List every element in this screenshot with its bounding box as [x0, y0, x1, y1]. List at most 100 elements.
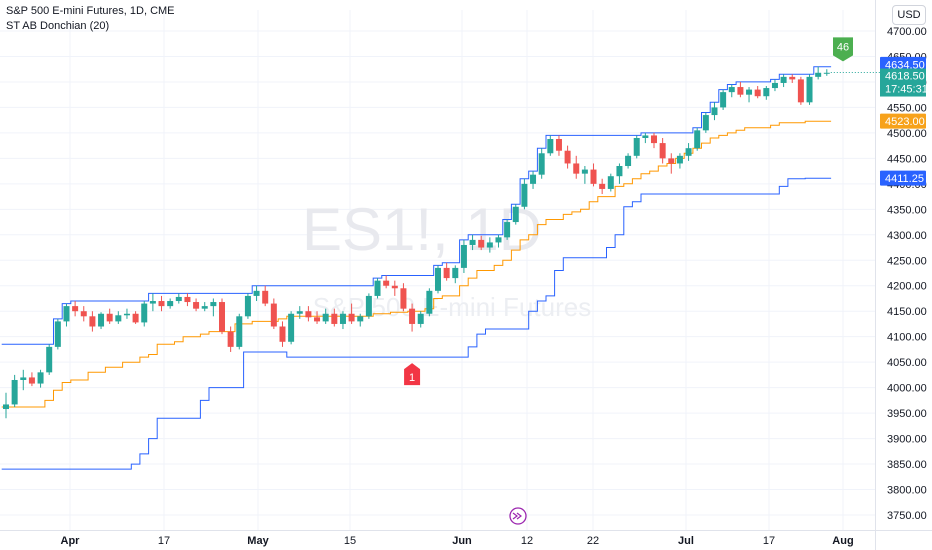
candle-body [702, 115, 709, 131]
candle-body [720, 92, 727, 108]
candle [279, 321, 286, 347]
candle [400, 283, 407, 312]
candle-body [98, 313, 105, 327]
candle [642, 132, 649, 144]
candle [504, 219, 511, 240]
candle-body [573, 163, 580, 174]
candle [106, 308, 113, 324]
candle [339, 311, 346, 330]
candle [676, 153, 683, 169]
time-tick-label: Apr [61, 535, 81, 547]
price-tick-label: 4500.00 [887, 128, 927, 140]
candle-body [625, 155, 632, 167]
candle [262, 285, 269, 307]
candle-body [365, 295, 372, 317]
candle-body [331, 313, 338, 324]
candle-body [530, 174, 537, 184]
candle [115, 311, 122, 324]
sell-signal-label: 1 [409, 372, 415, 384]
goto-realtime-button[interactable] [509, 507, 527, 525]
candle [694, 127, 701, 151]
price-tick-label: 3950.00 [887, 408, 927, 420]
candle-body [132, 313, 139, 323]
candle-body [780, 76, 787, 83]
candle-body [521, 183, 528, 207]
candle-body [37, 372, 44, 384]
candle [322, 308, 329, 324]
candle [11, 374, 18, 407]
candle [149, 293, 156, 312]
buy-signal-label: 46 [837, 41, 849, 53]
candle-body [599, 183, 606, 189]
candle [495, 234, 502, 248]
bar-countdown: 17:45:31 [885, 84, 928, 96]
time-tick-label: 15 [344, 535, 356, 547]
candle [270, 298, 277, 330]
candle [158, 295, 165, 312]
candle [815, 66, 822, 80]
lower-band-price: 4411.25 [885, 173, 924, 185]
candle [132, 311, 139, 324]
time-axis[interactable]: Apr 17 May 15 Jun 12 22 Jul 17 Aug [61, 535, 854, 547]
price-tick-label: 4250.00 [887, 255, 927, 267]
price-tick-label: 4150.00 [887, 306, 927, 318]
price-tick-label: 3900.00 [887, 434, 927, 446]
candle [357, 313, 364, 327]
candle-body [728, 87, 735, 93]
candle [651, 132, 657, 149]
candle-body [400, 288, 407, 309]
candle-body [435, 267, 441, 291]
candle [797, 76, 804, 105]
candle [365, 293, 372, 319]
candle [435, 265, 441, 294]
price-tick-label: 3850.00 [887, 459, 927, 471]
candle-body [80, 311, 87, 317]
donchian-middle-line [1, 120, 832, 408]
time-tick-label: Aug [832, 535, 853, 547]
candle-body [486, 242, 493, 248]
candle-body [417, 313, 424, 324]
candle [521, 178, 528, 210]
candle-body [469, 239, 476, 245]
candle-body [348, 313, 355, 322]
indicator-title[interactable]: ST AB Donchian (20) [6, 20, 110, 32]
price-axis[interactable]: 4700.004650.004600.004550.004500.004450.… [887, 26, 927, 522]
candle-body [149, 301, 156, 304]
time-tick-label: 12 [521, 535, 533, 547]
last-price-box [880, 68, 926, 97]
candle-body [495, 237, 502, 243]
time-tick-label: May [247, 535, 269, 547]
donchian-upper-line [1, 66, 832, 345]
watermark-symbol: ES1!, 1D [302, 196, 542, 263]
candle [486, 237, 493, 253]
candle-body [279, 326, 286, 342]
candle [823, 69, 830, 76]
candle-body [305, 311, 312, 318]
candle-body [512, 206, 519, 223]
price-tick-label: 4450.00 [887, 153, 927, 165]
candle-body [141, 303, 148, 323]
price-tick-label: 4000.00 [887, 383, 927, 395]
candle-body [581, 169, 588, 174]
time-tick-label: 22 [587, 535, 599, 547]
candle-body [339, 313, 346, 324]
candle [469, 234, 476, 251]
candle-body [72, 306, 79, 312]
candle [590, 163, 597, 187]
candle [806, 74, 813, 105]
candle-body [797, 79, 804, 103]
candle-body [659, 143, 666, 159]
currency-selector[interactable]: USD [892, 5, 926, 25]
sell-signal-marker: 1 [404, 363, 421, 386]
candle [478, 235, 485, 251]
upper-band-price-tag: 4634.50 [880, 56, 926, 72]
upper-band-price: 4634.50 [885, 59, 925, 71]
candle [210, 298, 217, 317]
candle [417, 311, 424, 328]
candle [409, 303, 416, 332]
buy-signal-marker: 46 [833, 37, 853, 62]
symbol-title[interactable]: S&P 500 E-mini Futures, 1D, CME [6, 5, 175, 17]
price-tick-label: 3750.00 [887, 510, 927, 522]
